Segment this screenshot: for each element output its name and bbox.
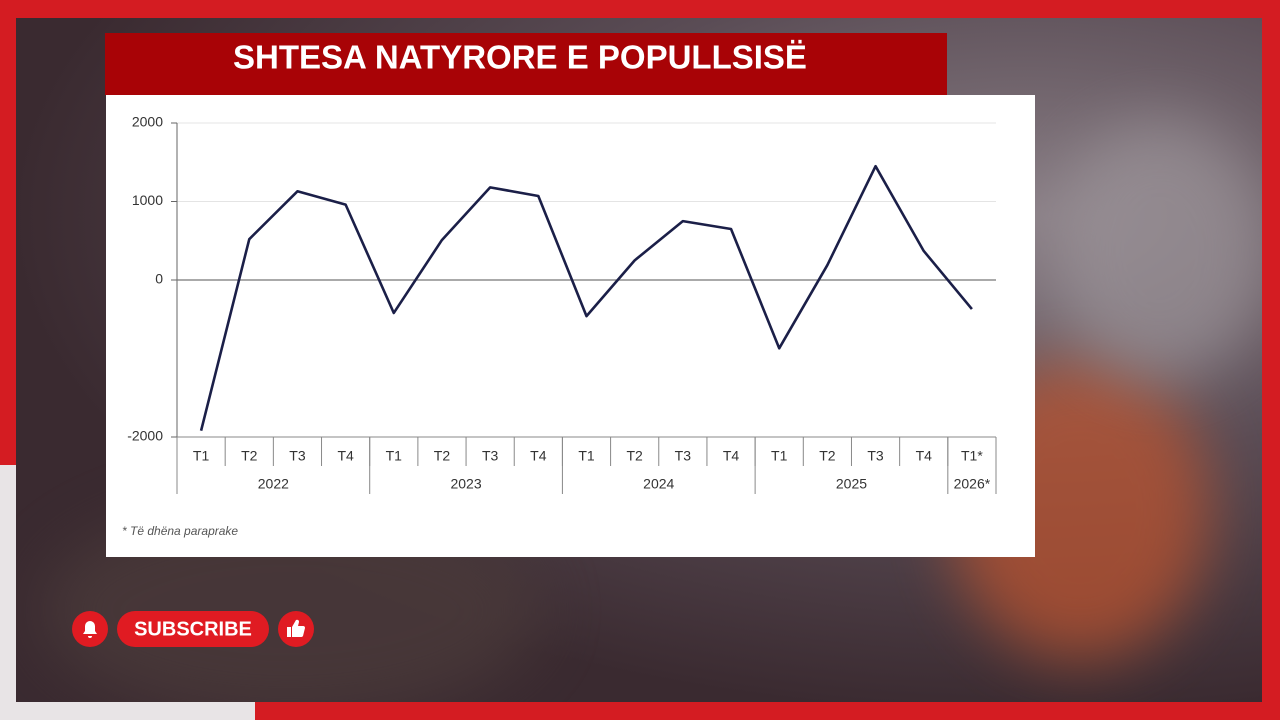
group-label: 2022 xyxy=(258,476,289,492)
x-tick-label: T1 xyxy=(771,448,788,464)
x-tick-label: T3 xyxy=(289,448,306,464)
x-tick-label: T4 xyxy=(530,448,547,464)
chart-title: SHTESA NATYRORE E POPULLSISË xyxy=(233,39,807,76)
y-tick-label: 0 xyxy=(155,271,163,287)
x-tick-label: T4 xyxy=(916,448,933,464)
like-icon xyxy=(287,619,305,638)
x-tick-label: T4 xyxy=(723,448,740,464)
x-tick-label: T3 xyxy=(675,448,692,464)
x-tick-label: T2 xyxy=(627,448,644,464)
x-tick-label: T2 xyxy=(434,448,451,464)
title-banner xyxy=(105,33,947,95)
y-tick-label: 1000 xyxy=(132,192,163,208)
group-label: 2026* xyxy=(954,476,991,492)
x-tick-label: T2 xyxy=(819,448,836,464)
y-tick-label: 2000 xyxy=(132,114,163,130)
bell-icon xyxy=(83,621,97,638)
x-tick-label: T3 xyxy=(867,448,884,464)
x-tick-label: T1 xyxy=(386,448,403,464)
frame xyxy=(255,702,1280,720)
frame xyxy=(0,0,1280,18)
x-tick-label: T3 xyxy=(482,448,499,464)
frame xyxy=(0,0,16,465)
data-line xyxy=(199,164,973,432)
background-blur xyxy=(1050,120,1270,380)
x-tick-label: T1 xyxy=(193,448,210,464)
chart-panel xyxy=(106,95,1035,557)
group-label: 2024 xyxy=(643,476,674,492)
footnote: * Të dhëna paraprake xyxy=(122,524,238,538)
y-tick-label: -2000 xyxy=(127,428,163,444)
frame xyxy=(0,702,255,720)
group-label: 2025 xyxy=(836,476,867,492)
x-tick-label: T2 xyxy=(241,448,258,464)
subscribe-label: SUBSCRIBE xyxy=(134,618,252,640)
group-label: 2023 xyxy=(450,476,481,492)
x-tick-label: T1* xyxy=(961,448,983,464)
frame xyxy=(0,465,16,720)
subscribe-button[interactable] xyxy=(117,611,269,647)
x-tick-label: T4 xyxy=(337,448,354,464)
frame xyxy=(1262,0,1280,720)
x-tick-label: T1 xyxy=(578,448,595,464)
